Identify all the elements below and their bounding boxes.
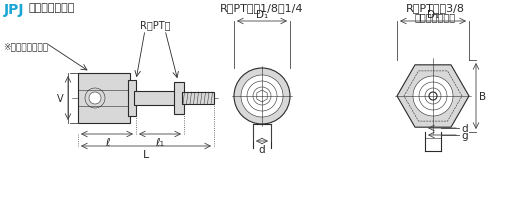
Circle shape bbox=[253, 88, 271, 105]
Circle shape bbox=[413, 77, 453, 116]
Polygon shape bbox=[397, 66, 469, 128]
Circle shape bbox=[425, 89, 441, 104]
Circle shape bbox=[89, 92, 101, 104]
Text: D₁: D₁ bbox=[427, 10, 439, 20]
Text: d: d bbox=[461, 123, 468, 133]
Bar bbox=[78, 74, 130, 123]
Text: ℓ₁: ℓ₁ bbox=[156, 137, 165, 147]
Text: R（PT）＝1/8・1/4: R（PT）＝1/8・1/4 bbox=[220, 3, 304, 13]
Circle shape bbox=[241, 76, 283, 117]
Bar bbox=[128, 81, 136, 116]
Text: V: V bbox=[58, 94, 64, 103]
Text: D₁: D₁ bbox=[256, 10, 268, 20]
Text: ※外接头连接部分: ※外接头连接部分 bbox=[3, 42, 48, 51]
Circle shape bbox=[234, 69, 290, 124]
Text: R（PT）＝3/8: R（PT）＝3/8 bbox=[406, 3, 465, 13]
Circle shape bbox=[429, 92, 437, 101]
Text: ℓ: ℓ bbox=[105, 137, 109, 147]
Text: B: B bbox=[479, 91, 486, 102]
Text: （内六角孔型）: （内六角孔型） bbox=[28, 3, 74, 13]
Circle shape bbox=[247, 82, 277, 111]
Text: （带外六角肘）: （带外六角肘） bbox=[415, 12, 456, 22]
Bar bbox=[182, 92, 214, 104]
Bar bbox=[134, 91, 178, 105]
Text: d: d bbox=[259, 144, 265, 154]
Polygon shape bbox=[257, 91, 267, 103]
Text: g: g bbox=[461, 130, 468, 140]
Bar bbox=[174, 83, 184, 115]
Text: R（PT）: R（PT） bbox=[140, 20, 170, 30]
Text: JPJ: JPJ bbox=[4, 3, 25, 17]
Circle shape bbox=[419, 83, 447, 110]
Text: L: L bbox=[143, 149, 149, 159]
